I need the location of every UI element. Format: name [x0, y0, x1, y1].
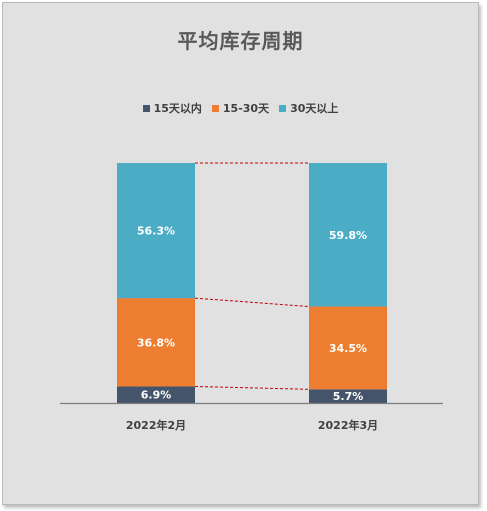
legend-swatch-within-15-days	[142, 104, 150, 112]
chart-title: 平均库存周期	[177, 29, 304, 53]
bar-15-30-days-feb	[117, 298, 195, 387]
data-label-15-30-days-mar: 34.5%	[329, 342, 367, 355]
legend-label-15-30-days: 15-30天	[222, 102, 270, 115]
data-label-within-15-days-feb: 6.9%	[141, 389, 172, 402]
legend-swatch-over-30-days	[279, 104, 287, 112]
legend-swatch-15-30-days	[211, 104, 219, 112]
series-line-within-15-days	[194, 385, 310, 390]
legend: 15天以内 15-30天 30天以上	[3, 100, 478, 116]
series-line-15-30-days	[194, 297, 310, 308]
data-label-over-30-days-feb: 56.3%	[137, 225, 175, 238]
data-label-over-30-days-mar: 59.8%	[329, 229, 367, 242]
plot-area: 6.9% 36.8% 56.3% 5.7% 34.5% 59.8% 2022年2月 2022年…	[60, 162, 443, 432]
legend-label-within-15-days: 15天以内	[153, 102, 202, 115]
chart-area: 平均库存周期 15天以内 15-30天 30天以上 6.9% 36.8% 56.3%…	[2, 2, 479, 505]
legend-item-15-30-days: 15-30天	[211, 100, 270, 116]
bar-within-15-days-mar	[309, 389, 387, 403]
bar-15-30-days-mar	[309, 306, 387, 390]
data-label-within-15-days-mar: 5.7%	[333, 390, 364, 403]
x-tick-label-mar: 2022年3月	[318, 418, 378, 432]
bar-within-15-days-feb	[117, 386, 195, 403]
data-label-15-30-days-feb: 36.8%	[137, 336, 175, 349]
bar-over-30-days-mar	[309, 163, 387, 307]
legend-item-over-30-days: 30天以上	[279, 100, 338, 116]
bar-over-30-days-feb	[117, 163, 195, 299]
legend-label-over-30-days: 30天以上	[290, 102, 339, 115]
x-tick-label-feb: 2022年2月	[126, 418, 186, 432]
legend-item-within-15-days: 15天以内	[142, 100, 202, 116]
